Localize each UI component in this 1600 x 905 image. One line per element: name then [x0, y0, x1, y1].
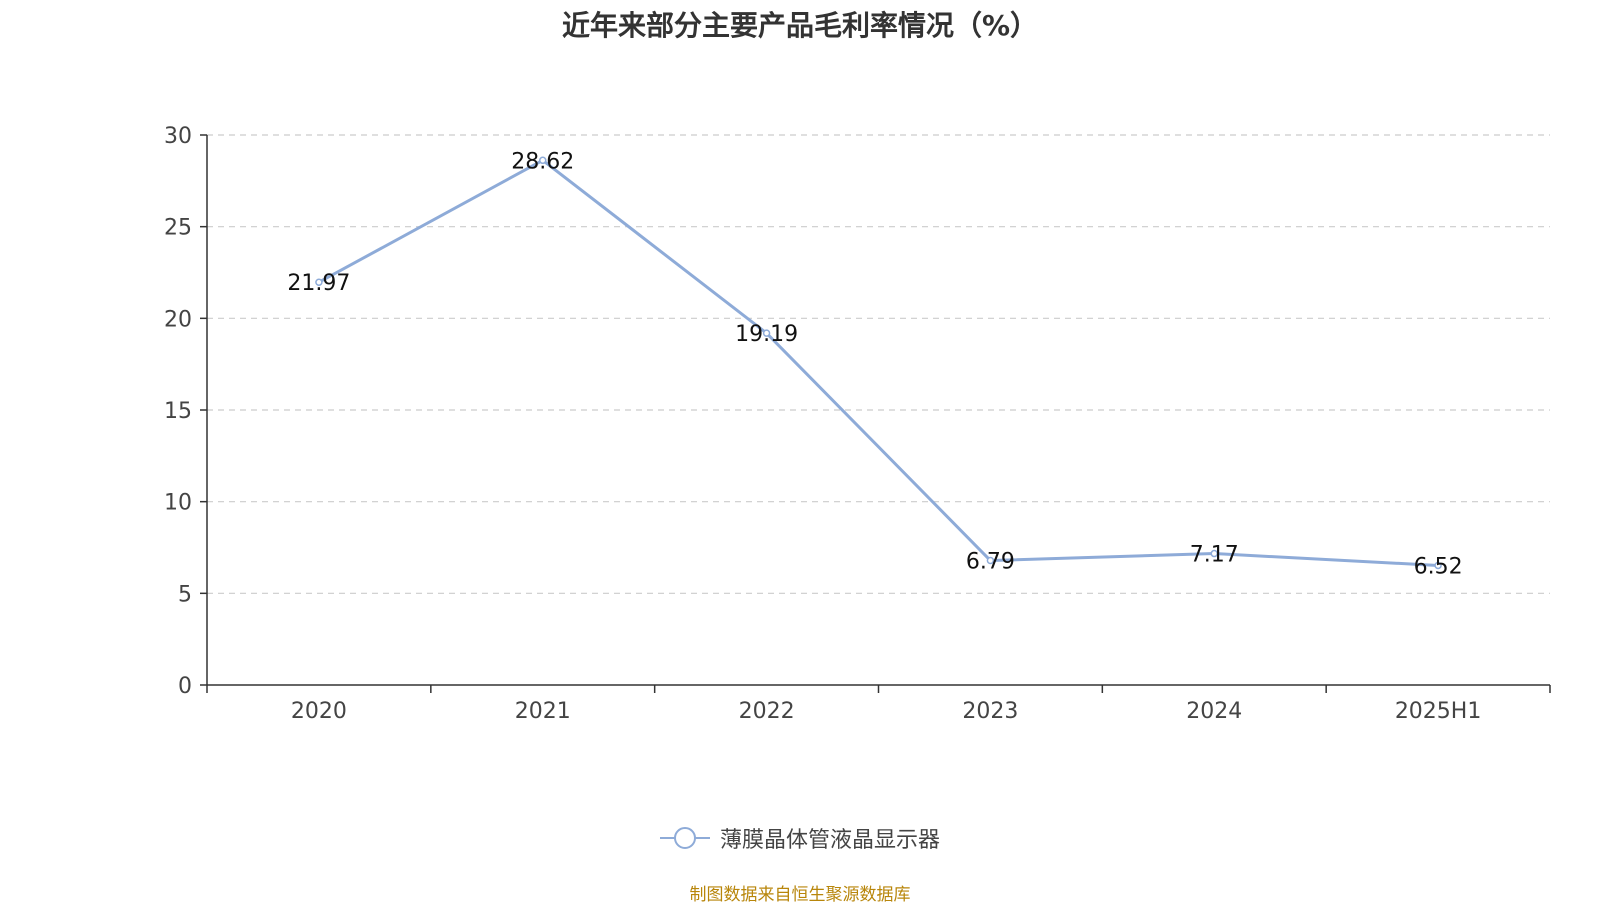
data-point — [762, 329, 771, 337]
chart-title: 近年来部分主要产品毛利率情况（%） — [561, 9, 1039, 42]
x-tick-label: 2024 — [1186, 699, 1242, 724]
x-tick-label: 2020 — [291, 699, 347, 724]
data-labels: 21.97 28.62 19.19 6.79 7.17 6.52 — [287, 149, 1462, 579]
x-tick-label: 2022 — [739, 699, 795, 724]
series-layer — [315, 156, 1442, 570]
legend-line-marker-icon — [659, 827, 710, 849]
data-label: 28.62 — [511, 149, 574, 174]
source-note: 制图数据来自恒生聚源数据库 — [689, 885, 911, 905]
data-point — [986, 556, 995, 565]
legend-label: 薄膜晶体管液晶显示器 — [719, 828, 940, 853]
legend[interactable]: 薄膜晶体管液晶显示器 — [0, 822, 1600, 854]
x-tick-label: 2021 — [515, 699, 571, 724]
data-label: 7.17 — [1190, 543, 1239, 568]
y-tick-label: 15 — [164, 399, 192, 424]
data-point — [1434, 561, 1442, 570]
series-line — [318, 158, 1439, 567]
y-tick-label: 5 — [178, 582, 192, 607]
data-point — [1210, 549, 1218, 558]
data-point — [315, 278, 323, 286]
y-tick-label: 30 — [164, 124, 192, 149]
y-tick-label: 0 — [178, 674, 192, 699]
data-point — [539, 156, 547, 165]
data-label: 6.52 — [1414, 554, 1463, 579]
x-tick-label: 2025H1 — [1395, 699, 1482, 724]
y-tick-label: 20 — [164, 307, 192, 332]
axes — [200, 134, 1551, 693]
data-label: 19.19 — [735, 322, 798, 347]
y-tick-label: 25 — [164, 216, 192, 241]
tick-labels: 0 5 10 15 20 25 30 2020 2021 2022 2023 2024 2025H1 — [164, 124, 1481, 724]
y-tick-label: 10 — [164, 491, 192, 516]
grid-lines — [207, 134, 1550, 594]
data-label: 6.79 — [966, 550, 1015, 575]
x-tick-label: 2023 — [962, 699, 1018, 724]
data-label: 21.97 — [287, 271, 350, 296]
